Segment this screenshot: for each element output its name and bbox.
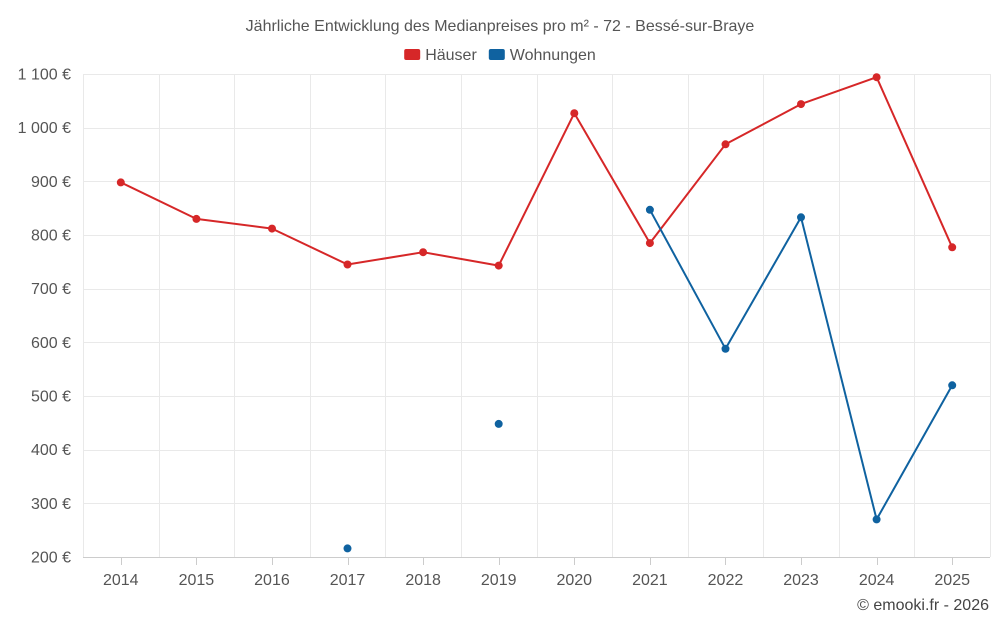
x-tick-label: 2021 <box>632 572 668 589</box>
x-axis-ticks: 2014 2015 2016 2017 2018 2019 2020 2021 2022 2023… <box>103 557 970 589</box>
series-wohnungen <box>343 205 957 553</box>
chart-title: Jährliche Entwicklung des Medianpreises … <box>246 18 755 35</box>
legend-item[interactable]: Häuser <box>404 47 477 64</box>
x-tick-label: 2015 <box>179 572 215 589</box>
chart-legend: Häuser Wohnungen <box>404 47 596 64</box>
data-point[interactable] <box>872 515 881 524</box>
data-point[interactable] <box>343 544 352 553</box>
data-point[interactable] <box>645 205 654 214</box>
y-tick-label: 300 € <box>31 496 71 513</box>
x-tick-label: 2024 <box>859 572 895 589</box>
data-point[interactable] <box>721 344 730 353</box>
y-tick-label: 700 € <box>31 281 71 298</box>
y-tick-label: 800 € <box>31 228 71 245</box>
data-point[interactable] <box>116 178 125 187</box>
series-line <box>120 76 954 267</box>
x-tick-label: 2019 <box>481 572 517 589</box>
data-point[interactable] <box>872 73 881 82</box>
vertical-gridlines <box>83 74 991 557</box>
data-point[interactable] <box>797 100 805 109</box>
data-point[interactable] <box>570 109 579 118</box>
legend-swatch <box>404 49 421 60</box>
series-line <box>649 209 954 521</box>
legend-label: Häuser <box>425 47 477 64</box>
x-tick-label: 2018 <box>405 572 441 589</box>
y-tick-label: 500 € <box>31 389 71 406</box>
legend-label: Wohnungen <box>510 47 596 64</box>
data-point[interactable] <box>419 248 428 257</box>
x-tick-label: 2020 <box>556 572 592 589</box>
x-tick-label: 2022 <box>708 572 744 589</box>
legend-swatch <box>488 49 505 60</box>
y-tick-label: 200 € <box>31 550 71 567</box>
y-tick-label: 900 € <box>31 174 71 191</box>
x-tick-label: 2025 <box>934 572 970 589</box>
data-point[interactable] <box>268 224 276 233</box>
x-tick-label: 2017 <box>330 572 366 589</box>
data-point[interactable] <box>192 214 201 223</box>
x-tick-label: 2016 <box>254 572 290 589</box>
data-point[interactable] <box>721 140 730 149</box>
data-point[interactable] <box>797 213 805 222</box>
y-tick-label: 600 € <box>31 335 71 352</box>
series-layer <box>116 73 957 553</box>
data-point[interactable] <box>343 260 352 269</box>
horizontal-gridlines <box>83 74 990 558</box>
data-point[interactable] <box>645 239 654 248</box>
x-tick-label: 2014 <box>103 572 139 589</box>
y-tick-label: 1 000 € <box>18 120 71 137</box>
y-tick-label: 400 € <box>31 442 71 459</box>
legend-item[interactable]: Wohnungen <box>488 47 596 64</box>
data-point[interactable] <box>948 381 957 390</box>
data-point[interactable] <box>494 419 503 428</box>
y-tick-label: 1 100 € <box>18 67 71 84</box>
series-haeuser <box>116 73 957 270</box>
chart-credit: © emooki.fr - 2026 <box>857 597 989 614</box>
data-point[interactable] <box>494 261 503 270</box>
x-tick-label: 2023 <box>783 572 819 589</box>
data-point[interactable] <box>948 243 957 252</box>
y-axis-ticks: 200 € 300 € 400 € 500 € 600 € 700 € 800 € 900 €… <box>18 67 71 567</box>
